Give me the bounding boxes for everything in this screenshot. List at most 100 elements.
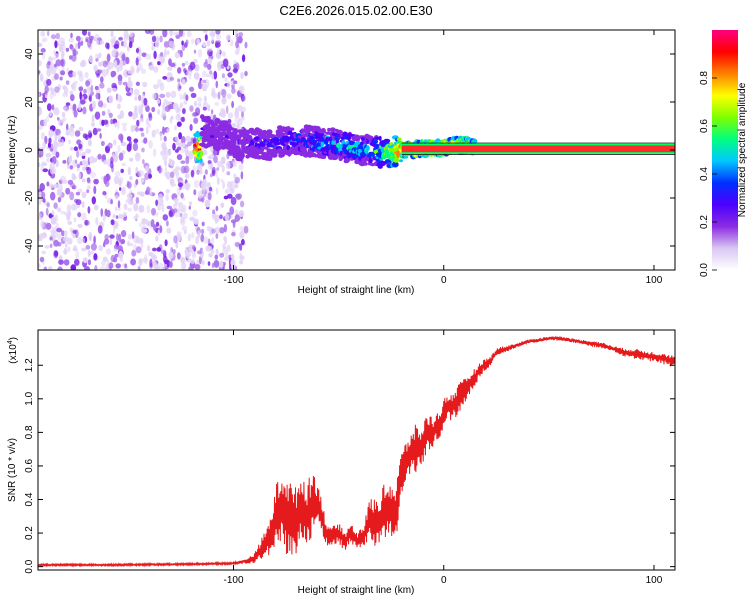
- noise-speckle: [103, 160, 108, 165]
- noise-speckle: [163, 50, 167, 58]
- noise-speckle: [181, 62, 185, 67]
- noise-speckle: [86, 177, 91, 183]
- noise-speckle: [241, 106, 247, 113]
- noise-speckle: [166, 220, 169, 227]
- noise-speckle: [142, 159, 145, 165]
- colorbar-tick-label: 0.2: [699, 215, 710, 229]
- noise-speckle: [142, 81, 148, 88]
- noise-speckle: [51, 104, 55, 111]
- noise-speckle: [211, 228, 216, 234]
- noise-speckle: [50, 191, 56, 201]
- noise-speckle: [192, 209, 198, 217]
- noise-speckle: [133, 138, 139, 144]
- noise-speckle: [79, 99, 86, 105]
- noise-speckle: [238, 210, 245, 218]
- noise-speckle: [176, 121, 182, 127]
- noise-speckle: [60, 59, 65, 65]
- noise-speckle: [121, 122, 128, 127]
- noise-speckle: [175, 166, 181, 172]
- noise-speckle: [178, 30, 183, 37]
- colorbar-tick-label: 0.4: [699, 167, 710, 181]
- noise-speckle: [164, 239, 168, 247]
- noise-speckle: [56, 188, 62, 196]
- noise-speckle: [121, 162, 126, 167]
- noise-speckle: [90, 243, 97, 251]
- noise-speckle: [240, 171, 244, 180]
- echo-speckle: [196, 141, 200, 146]
- noise-speckle: [42, 141, 46, 150]
- noise-speckle: [170, 115, 174, 120]
- noise-speckle: [166, 128, 170, 133]
- noise-speckle: [49, 147, 53, 152]
- noise-speckle: [226, 244, 231, 253]
- noise-speckle: [118, 207, 121, 211]
- noise-speckle: [51, 210, 55, 216]
- svg-text:(x104): (x104): [7, 337, 19, 364]
- echo-speckle: [399, 159, 403, 163]
- noise-speckle: [233, 80, 238, 85]
- noise-speckle: [188, 201, 192, 207]
- noise-speckle: [125, 33, 130, 38]
- echo-speckle: [222, 122, 230, 128]
- noise-speckle: [155, 128, 160, 134]
- noise-speckle: [40, 220, 45, 228]
- noise-speckle: [40, 73, 44, 82]
- noise-speckle: [75, 35, 81, 42]
- echo-speckle: [199, 158, 203, 163]
- noise-speckle: [188, 244, 194, 250]
- noise-speckle: [241, 54, 246, 63]
- snr-xlabel: Height of straight line (km): [298, 585, 415, 596]
- spectrogram-panel: -100 0 100 -40 -20 0 20 40 Height of straight …: [7, 29, 676, 296]
- echo-speckle: [221, 143, 227, 150]
- noise-speckle: [120, 230, 127, 238]
- noise-speckle: [68, 139, 71, 145]
- echo-speckle: [245, 154, 250, 159]
- noise-speckle: [239, 252, 243, 258]
- noise-speckle: [227, 182, 233, 190]
- echo-speckle: [391, 161, 399, 168]
- noise-speckle: [38, 147, 41, 156]
- noise-speckle: [138, 258, 143, 266]
- noise-speckle: [72, 175, 77, 180]
- noise-speckle: [46, 181, 50, 187]
- noise-speckle: [189, 86, 195, 92]
- noise-speckle: [38, 70, 41, 75]
- snr-x-ticks: -100 0 100: [224, 330, 663, 586]
- noise-speckle: [91, 100, 96, 110]
- noise-speckle: [38, 162, 41, 168]
- noise-speckle: [97, 69, 103, 74]
- noise-speckle: [168, 158, 173, 165]
- noise-speckle: [130, 125, 135, 133]
- noise-speckle: [185, 39, 189, 45]
- noise-speckle: [164, 166, 168, 175]
- noise-speckle: [212, 209, 216, 214]
- noise-speckle: [39, 213, 42, 219]
- noise-speckle: [149, 191, 153, 197]
- noise-speckle: [214, 254, 219, 260]
- noise-speckle: [211, 87, 216, 94]
- noise-speckle: [211, 249, 215, 254]
- y-tick-label: 0.4: [24, 492, 35, 506]
- snr-scale-label: (x10: [8, 344, 19, 364]
- noise-speckle: [75, 199, 82, 206]
- noise-speckle: [118, 133, 124, 141]
- noise-speckle: [215, 80, 219, 89]
- echo-speckle: [330, 143, 336, 149]
- noise-speckle: [207, 245, 213, 252]
- noise-speckle: [104, 234, 109, 240]
- noise-speckle: [40, 149, 44, 158]
- noise-speckle: [193, 117, 199, 124]
- noise-speckle: [102, 241, 106, 248]
- noise-speckle: [197, 102, 202, 107]
- noise-speckle: [96, 53, 101, 60]
- noise-speckle: [159, 132, 163, 142]
- noise-speckle: [193, 100, 198, 107]
- echo-speckle: [255, 155, 263, 160]
- noise-speckle: [174, 211, 181, 218]
- noise-speckle: [201, 228, 205, 235]
- noise-speckle: [42, 52, 46, 60]
- noise-speckle: [184, 173, 190, 179]
- echo-speckle: [266, 129, 273, 135]
- noise-speckle: [110, 199, 113, 205]
- noise-speckle: [64, 243, 68, 248]
